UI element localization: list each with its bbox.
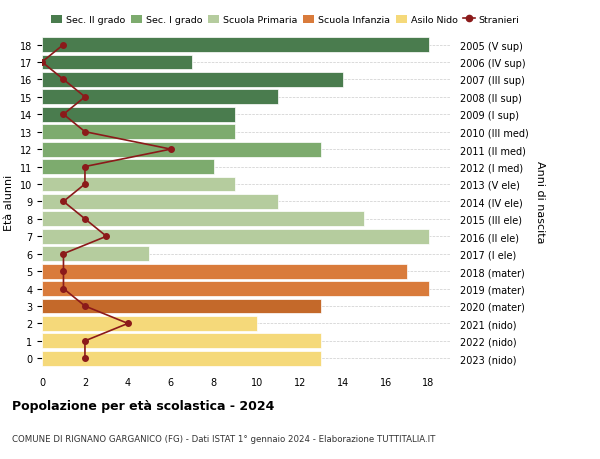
- Y-axis label: Anni di nascita: Anni di nascita: [535, 161, 545, 243]
- Bar: [42, 281, 428, 297]
- Bar: [42, 351, 321, 366]
- Text: Popolazione per età scolastica - 2024: Popolazione per età scolastica - 2024: [12, 399, 274, 412]
- Bar: [42, 125, 235, 140]
- Bar: [42, 160, 214, 174]
- Bar: [42, 316, 257, 331]
- Bar: [42, 212, 364, 227]
- Bar: [42, 264, 407, 279]
- Bar: [42, 230, 428, 244]
- Text: COMUNE DI RIGNANO GARGANICO (FG) - Dati ISTAT 1° gennaio 2024 - Elaborazione TUT: COMUNE DI RIGNANO GARGANICO (FG) - Dati …: [12, 434, 436, 443]
- Y-axis label: Età alunni: Età alunni: [4, 174, 14, 230]
- Bar: [42, 299, 321, 313]
- Bar: [42, 247, 149, 262]
- Bar: [42, 56, 193, 70]
- Bar: [42, 195, 278, 209]
- Bar: [42, 177, 235, 192]
- Bar: [42, 38, 428, 53]
- Bar: [42, 142, 321, 157]
- Bar: [42, 334, 321, 348]
- Bar: [42, 90, 278, 105]
- Legend: Sec. II grado, Sec. I grado, Scuola Primaria, Scuola Infanzia, Asilo Nido, Stran: Sec. II grado, Sec. I grado, Scuola Prim…: [47, 12, 523, 29]
- Bar: [42, 107, 235, 123]
- Bar: [42, 73, 343, 88]
